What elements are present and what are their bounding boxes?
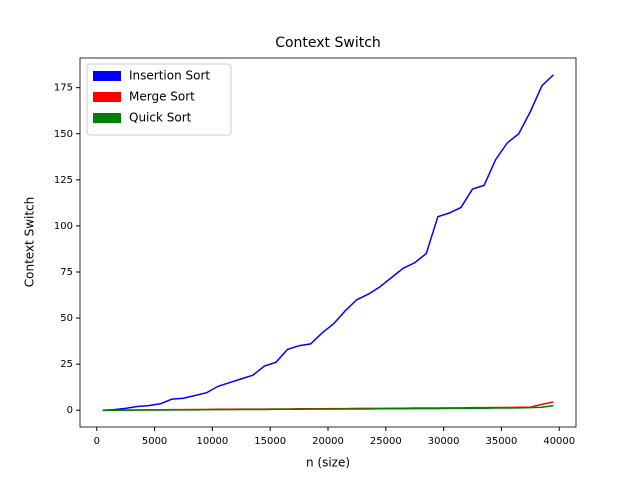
y-tick-label: 100	[54, 221, 73, 232]
x-tick-label: 5000	[142, 436, 167, 447]
legend-swatch	[93, 113, 121, 123]
plot-frame	[79, 57, 577, 428]
line-series	[102, 404, 554, 411]
chart-title: Context Switch	[275, 35, 381, 51]
legend-box	[86, 63, 232, 136]
x-tick-label: 25000	[370, 436, 402, 447]
x-tick-label: 40000	[543, 436, 575, 447]
legend-label: Merge Sort	[129, 90, 195, 104]
y-tick-label: 125	[54, 175, 73, 186]
legend-swatch	[93, 92, 121, 102]
x-tick-label: 30000	[428, 436, 460, 447]
y-tick-label: 50	[60, 313, 73, 324]
y-tick-label: 175	[54, 83, 73, 94]
y-tick-label: 150	[54, 129, 73, 140]
x-tick-label: 20000	[312, 436, 344, 447]
legend-label: Insertion Sort	[129, 69, 210, 83]
line-series	[102, 74, 554, 411]
x-axis-label: n (size)	[306, 456, 350, 470]
y-tick-label: 75	[60, 267, 73, 278]
x-tick-label: 0	[94, 436, 100, 447]
legend-swatch	[93, 71, 121, 81]
x-tick-label: 35000	[486, 436, 518, 447]
y-axis-label: Context Switch	[23, 197, 37, 288]
y-tick-label: 0	[67, 405, 73, 416]
x-tick-label: 15000	[254, 436, 286, 447]
y-tick-label: 25	[60, 359, 73, 370]
legend-label: Quick Sort	[129, 111, 192, 125]
x-tick-label: 10000	[196, 436, 228, 447]
